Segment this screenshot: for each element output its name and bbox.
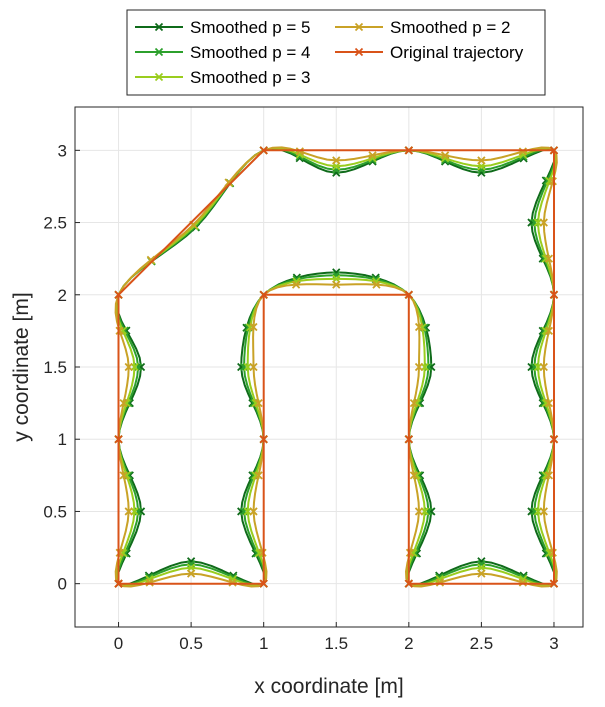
data-point	[548, 177, 557, 186]
data-point	[414, 507, 424, 516]
legend-marker	[154, 72, 164, 82]
data-point	[477, 569, 486, 578]
data-point	[549, 146, 559, 155]
data-point	[291, 280, 301, 289]
data-point	[549, 435, 559, 444]
series-line	[117, 149, 555, 585]
data-point	[249, 362, 258, 372]
y-axis-title: y coordinate [m]	[10, 292, 33, 441]
legend-label: Smoothed p = 3	[190, 68, 311, 87]
data-point	[259, 579, 268, 588]
data-point	[114, 290, 123, 299]
legend-marker	[354, 47, 364, 57]
y-tick-label: 3	[58, 141, 67, 160]
data-point	[544, 398, 554, 408]
tick-layer: 0 0.5 1 1.5 2 2.5 3 0 0.5 1 1.5 2 2.5 3	[43, 141, 558, 653]
legend-item: Smoothed p = 3	[135, 68, 311, 87]
legend-item: Smoothed p = 2	[335, 18, 511, 37]
data-point	[115, 548, 124, 557]
data-point	[259, 290, 268, 299]
data-point	[249, 322, 258, 332]
data-point	[409, 471, 419, 480]
data-point	[254, 398, 263, 408]
legend-label: Smoothed p = 4	[190, 43, 311, 62]
y-tick-label: 2.5	[43, 214, 67, 233]
legend-marker	[154, 47, 164, 57]
data-point	[414, 322, 424, 332]
data-point	[258, 548, 267, 557]
data-point	[518, 147, 527, 156]
grid-layer	[75, 107, 583, 627]
x-tick-label: 1.5	[324, 634, 348, 653]
data-point	[146, 255, 156, 265]
y-tick-label: 1	[58, 430, 67, 449]
legend-label: Smoothed p = 2	[390, 18, 511, 37]
data-point	[332, 156, 341, 165]
data-point	[145, 578, 154, 587]
data-point	[249, 507, 258, 516]
data-point	[518, 578, 527, 587]
data-point	[119, 471, 128, 480]
data-point	[404, 435, 413, 444]
legend-item: Smoothed p = 5	[135, 18, 311, 37]
y-tick-label: 0	[58, 575, 67, 594]
data-point	[549, 290, 559, 299]
series-4	[114, 146, 559, 588]
data-point	[259, 146, 268, 155]
x-axis-title: x coordinate [m]	[254, 675, 403, 698]
y-tick-label: 2	[58, 286, 67, 305]
data-point	[405, 548, 415, 557]
data-point	[372, 280, 381, 289]
data-point	[539, 218, 548, 227]
data-point	[332, 280, 341, 289]
x-tick-label: 1	[259, 634, 268, 653]
data-point	[115, 326, 124, 335]
data-point	[259, 435, 268, 444]
data-point	[186, 569, 196, 578]
data-point	[228, 578, 237, 587]
data-point	[119, 398, 128, 408]
legend: Smoothed p = 5 Smoothed p = 2 Smoothed p =…	[126, 9, 546, 96]
x-tick-label: 2.5	[470, 634, 494, 653]
legend-label: Smoothed p = 5	[190, 18, 311, 37]
data-point	[440, 151, 450, 160]
x-tick-label: 3	[549, 634, 558, 653]
data-point	[124, 507, 133, 516]
y-tick-label: 0.5	[43, 502, 67, 521]
data-point	[544, 326, 554, 336]
data-point	[544, 254, 554, 263]
data-point	[539, 362, 548, 372]
data-point	[254, 471, 263, 480]
legend-label: Original trajectory	[390, 43, 524, 62]
x-tick-label: 0	[114, 634, 123, 653]
data-point	[435, 578, 445, 587]
legend-marker	[354, 22, 364, 32]
data-point	[549, 579, 559, 588]
y-tick-label: 1.5	[43, 358, 67, 377]
data-point	[295, 147, 304, 156]
legend-item: Original trajectory	[335, 43, 524, 62]
data-point	[544, 471, 554, 480]
data-point	[548, 548, 557, 557]
data-point	[404, 579, 413, 588]
data-point	[414, 362, 424, 372]
data-point	[539, 507, 548, 516]
legend-marker	[154, 22, 164, 32]
data-point	[114, 579, 123, 588]
data-point	[224, 178, 233, 187]
data-point	[404, 146, 413, 155]
data-point	[404, 290, 413, 299]
data-point	[114, 435, 123, 444]
data-point	[124, 362, 133, 372]
series-layer	[114, 146, 559, 588]
data-point	[409, 398, 419, 408]
data-point	[477, 156, 486, 165]
data-point	[368, 151, 377, 160]
x-tick-label: 0.5	[179, 634, 203, 653]
x-tick-label: 2	[404, 634, 413, 653]
legend-item: Smoothed p = 4	[135, 43, 311, 62]
